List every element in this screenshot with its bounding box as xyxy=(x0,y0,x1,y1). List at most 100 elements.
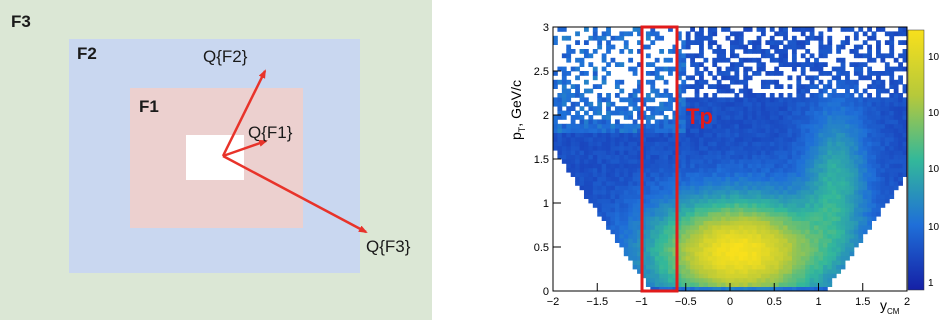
heatmap-cell xyxy=(628,66,634,72)
heatmap-cell xyxy=(641,242,647,248)
heatmap-cell xyxy=(805,141,811,147)
heatmap-cell xyxy=(725,264,731,270)
heatmap-cell xyxy=(814,277,819,283)
heatmap-cell xyxy=(743,211,749,217)
heatmap-cell xyxy=(796,286,802,291)
heatmap-cell xyxy=(814,167,819,173)
heatmap-cell xyxy=(831,211,837,217)
heatmap-cell xyxy=(566,71,572,76)
heatmap-cell xyxy=(685,176,691,182)
heatmap-cell xyxy=(690,238,695,243)
heatmap-cell xyxy=(765,71,771,76)
heatmap-cell xyxy=(721,128,726,133)
heatmap-cell xyxy=(836,225,842,230)
heatmap-cell xyxy=(769,269,775,274)
heatmap-cell xyxy=(725,198,731,204)
heatmap-cell xyxy=(898,154,903,160)
heatmap-cell xyxy=(769,242,775,248)
heatmap-cell xyxy=(725,181,731,186)
heatmap-cell xyxy=(685,84,691,89)
heatmap-cell xyxy=(778,220,784,226)
heatmap-cell xyxy=(676,181,682,186)
heatmap-cell xyxy=(814,211,819,217)
heatmap-cell xyxy=(637,97,642,103)
heatmap-cell xyxy=(561,128,567,133)
heatmap-cell xyxy=(902,123,907,129)
heatmap-cell xyxy=(676,84,682,89)
heatmap-cell xyxy=(796,198,802,204)
heatmap-cell xyxy=(791,57,797,63)
heatmap-cell xyxy=(747,203,753,208)
heatmap-cell xyxy=(769,225,775,230)
heatmap-cell xyxy=(845,35,850,41)
heatmap-cell xyxy=(743,220,749,226)
heatmap-cell xyxy=(734,247,740,252)
heatmap-cell xyxy=(805,106,811,111)
heatmap-cell xyxy=(822,163,828,169)
heatmap-cell xyxy=(827,251,833,257)
heatmap-cell xyxy=(553,128,558,133)
heatmap-cell xyxy=(893,79,899,85)
heatmap-cell xyxy=(668,189,673,195)
heatmap-cell xyxy=(880,145,886,151)
heatmap-cell xyxy=(871,137,877,142)
heatmap-cell xyxy=(641,97,647,103)
heatmap-cell xyxy=(858,62,864,67)
heatmap-cell xyxy=(650,132,656,138)
heatmap-cell xyxy=(836,185,842,191)
heatmap-cell xyxy=(752,101,757,107)
heatmap-cell xyxy=(893,84,899,89)
heatmap-cell xyxy=(796,128,802,133)
heatmap-cell xyxy=(778,216,784,221)
heatmap-cell xyxy=(588,141,594,147)
heatmap-cell xyxy=(570,84,576,89)
heatmap-cell xyxy=(791,233,797,239)
heatmap-cell xyxy=(827,282,833,287)
heatmap-cell xyxy=(597,150,603,155)
heatmap-cell xyxy=(791,106,797,111)
heatmap-cell xyxy=(783,189,788,195)
heatmap-cell xyxy=(650,159,656,164)
heatmap-cell xyxy=(783,159,788,164)
heatmap-cell xyxy=(902,167,907,173)
heatmap-cell xyxy=(769,44,775,50)
heatmap-cell xyxy=(583,154,589,160)
heatmap-cell xyxy=(676,57,682,63)
heatmap-cell xyxy=(783,225,788,230)
heatmap-cell xyxy=(712,93,718,98)
heatmap-cell xyxy=(707,154,713,160)
heatmap-cell xyxy=(809,66,815,72)
heatmap-cell xyxy=(796,185,802,191)
heatmap-cell xyxy=(668,154,673,160)
heatmap-cell xyxy=(725,128,731,133)
heatmap-cell xyxy=(814,238,819,243)
heatmap-cell xyxy=(597,106,603,111)
heatmap-cell xyxy=(730,273,735,279)
heatmap-cell xyxy=(619,163,625,169)
heatmap-cell xyxy=(822,132,828,138)
heatmap-cell xyxy=(796,211,802,217)
heatmap-cell xyxy=(699,225,704,230)
heatmap-cell xyxy=(778,194,784,199)
heatmap-cell xyxy=(747,40,753,45)
heatmap-cell xyxy=(867,128,872,133)
heatmap-cell xyxy=(791,255,797,261)
heatmap-cell xyxy=(583,71,589,76)
heatmap-cell xyxy=(699,282,704,287)
heatmap-cell xyxy=(778,189,784,195)
heatmap-cell xyxy=(628,189,634,195)
heatmap-cell xyxy=(765,101,771,107)
heatmap-cell xyxy=(707,97,713,103)
heatmap-cell xyxy=(734,93,740,98)
heatmap-cell xyxy=(730,31,735,37)
heatmap-cell xyxy=(752,163,757,169)
heatmap-cell xyxy=(676,31,682,37)
heatmap-cell xyxy=(774,119,780,125)
heatmap-cell xyxy=(809,207,815,213)
heatmap-cell xyxy=(654,264,660,270)
heatmap-cell xyxy=(699,119,704,125)
heatmap-cell xyxy=(566,53,572,59)
heatmap-cell xyxy=(800,264,806,270)
x-tick-label: 1 xyxy=(815,296,821,308)
heatmap-cell xyxy=(836,238,842,243)
